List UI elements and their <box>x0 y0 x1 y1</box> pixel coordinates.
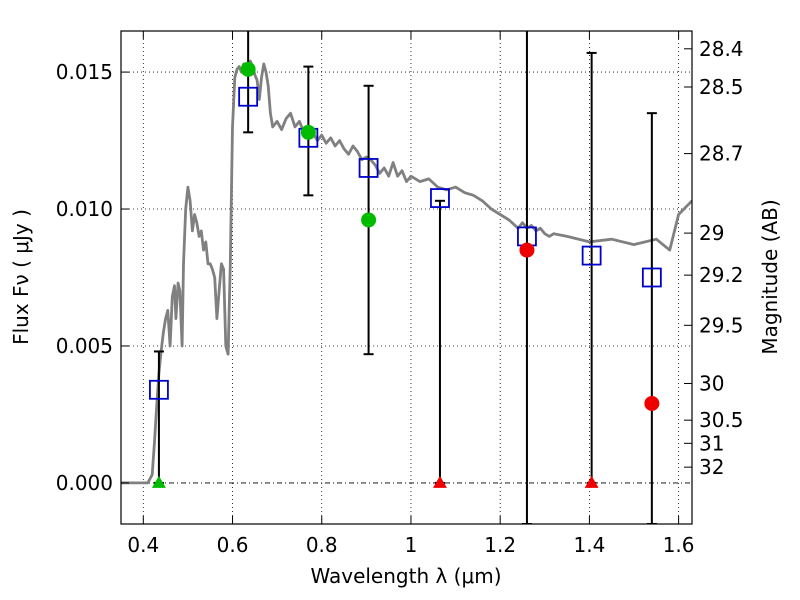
model-photometry-square <box>358 158 379 178</box>
x-tick-label: 0.6 <box>217 533 249 557</box>
y-tick-label: 0.015 <box>56 60 113 84</box>
model-spectrum-line <box>121 59 692 485</box>
mag-tick-label: 30.5 <box>699 408 744 432</box>
mag-tick-label: 31 <box>699 431 724 455</box>
x-tick-label: 1 <box>405 533 418 557</box>
observed-flux-point <box>240 61 256 77</box>
y-tick-label: 0.005 <box>56 334 113 358</box>
mag-tick-label: 28.7 <box>699 142 744 166</box>
mag-tick-label: 30 <box>699 371 724 395</box>
y-axis-title: Flux Fν ( μJy ) <box>9 209 33 345</box>
observed-upper-limit-triangle <box>151 475 166 488</box>
observed-upper-limit-triangle <box>432 475 447 488</box>
x-axis-title: Wavelength λ (μm) <box>310 564 501 588</box>
mag-tick-label: 29.5 <box>699 313 744 337</box>
mag-tick-label: 29 <box>699 221 724 245</box>
model-photometry-square <box>641 267 662 288</box>
x-tick-label: 1.2 <box>484 533 516 557</box>
mag-tick-label: 28.5 <box>699 75 744 99</box>
x-tick-label: 0.4 <box>127 533 159 557</box>
model-photometry-square <box>430 188 450 208</box>
observed-flux-point <box>644 395 660 411</box>
observed-points-layer <box>151 61 660 488</box>
y-axis-ticks: 0.000 0.005 0.010 0.015 <box>56 60 129 495</box>
model-photometry-square <box>581 245 602 266</box>
x-tick-label: 1.4 <box>573 533 605 557</box>
observed-flux-point <box>300 124 316 140</box>
y-tick-label: 0.010 <box>56 197 113 221</box>
observed-flux-point <box>519 242 535 258</box>
mag-tick-label: 28.4 <box>699 37 744 61</box>
model-spectrum-layer <box>121 59 692 485</box>
plot-frame <box>120 30 693 525</box>
model-photometry-square <box>238 86 259 107</box>
observed-flux-point <box>361 212 377 228</box>
x-tick-label: 1.6 <box>663 533 695 557</box>
mag-tick-label: 32 <box>699 455 724 479</box>
mag-tick-label: 29.2 <box>699 263 744 287</box>
x-axis-ticks: 0.4 0.6 0.8 1 1.2 1.4 1.6 <box>127 31 695 557</box>
model-photometry-square <box>149 379 169 400</box>
y-tick-label: 0.000 <box>56 471 113 495</box>
observed-upper-limit-triangle <box>584 475 599 488</box>
magnitude-axis-title: Magnitude (AB) <box>758 199 782 354</box>
x-tick-label: 0.8 <box>306 533 338 557</box>
